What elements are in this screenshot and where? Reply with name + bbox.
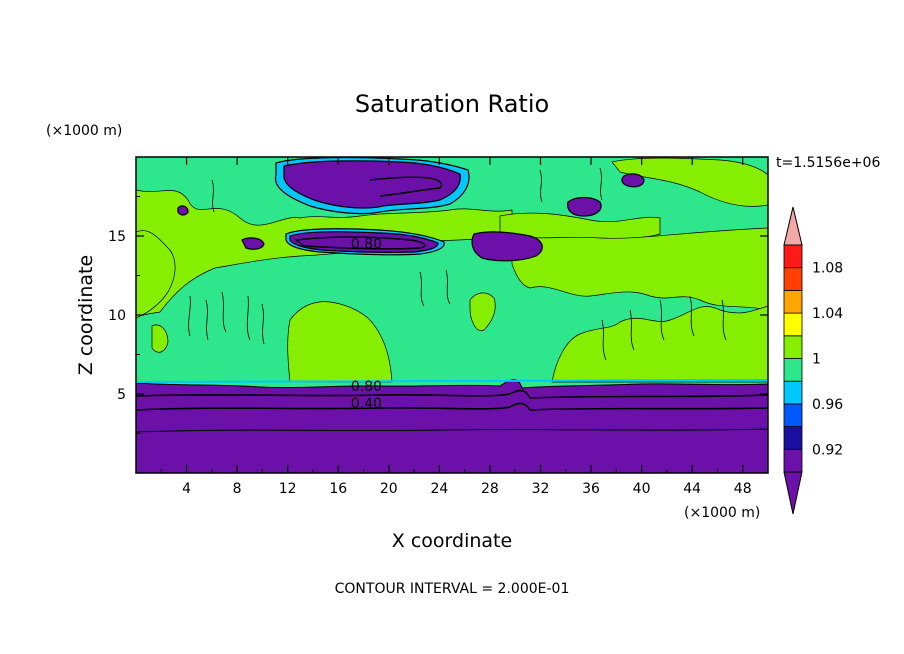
colorbar-bin xyxy=(783,380,803,405)
contour-label: 0.80 xyxy=(351,379,382,395)
contour-interval-footer: CONTOUR INTERVAL = 2.000E-01 xyxy=(335,581,570,597)
x-axis-ticks: 4 8 12 16 20 24 28 32 36 40 44 48 xyxy=(160,157,752,497)
colorbar-label: 1 xyxy=(812,352,821,368)
x-tick-label: 48 xyxy=(734,481,752,497)
y-units-label: (×1000 m) xyxy=(46,123,122,139)
x-tick-label: 40 xyxy=(633,481,651,497)
y-tick-label: 15 xyxy=(108,229,126,245)
contour-upper-line xyxy=(369,176,443,197)
colorbar-bin xyxy=(783,267,803,291)
colorbar-bin xyxy=(783,358,803,382)
x-tick-label: 28 xyxy=(481,481,499,497)
colorbar: 0.92 0.96 1 1.04 1.08 xyxy=(783,206,843,515)
x-units-label: (×1000 m) xyxy=(684,505,760,521)
colorbar-bin xyxy=(783,426,803,450)
colorbar-bin xyxy=(783,289,803,314)
x-tick-label: 16 xyxy=(329,481,347,497)
x-tick-label: 20 xyxy=(380,481,398,497)
contour-0.20-lower xyxy=(136,428,768,433)
x-tick-label: 4 xyxy=(182,481,191,497)
colorbar-bin xyxy=(783,403,803,427)
contour-field xyxy=(136,157,768,473)
saturated-regions xyxy=(136,157,768,383)
x-axis-label: X coordinate xyxy=(392,530,512,552)
colorbar-label: 0.92 xyxy=(812,442,843,458)
contour-noise xyxy=(188,167,727,361)
x-tick-label: 24 xyxy=(430,481,448,497)
colorbar-bin xyxy=(783,312,803,337)
contour-label: 0.80 xyxy=(351,237,382,253)
x-tick-label: 44 xyxy=(683,481,701,497)
x-tick-label: 12 xyxy=(279,481,297,497)
y-tick-label: 5 xyxy=(117,387,126,403)
colorbar-over-triangle xyxy=(783,206,803,246)
contour-labels: 0.800.800.40 xyxy=(351,237,382,413)
x-tick-label: 32 xyxy=(532,481,550,497)
y-axis-ticks: 5 10 15 xyxy=(108,196,768,434)
dry-layer xyxy=(136,379,768,473)
colorbar-label: 1.08 xyxy=(812,261,843,277)
time-label: t=1.5156e+06 xyxy=(776,155,880,171)
colorbar-label: 1.04 xyxy=(812,306,843,322)
contour-0.40-lower xyxy=(136,402,768,411)
colorbar-bin xyxy=(783,448,803,473)
x-tick-label: 36 xyxy=(582,481,600,497)
colorbar-label: 0.96 xyxy=(812,397,843,413)
contour-0.80-lower xyxy=(136,389,768,399)
y-tick-label: 10 xyxy=(108,308,126,324)
x-tick-label: 8 xyxy=(233,481,242,497)
contour-0.80-upper xyxy=(294,236,426,250)
blue-edge-dry-layer xyxy=(136,379,768,383)
y-axis-label: Z coordinate xyxy=(75,255,97,375)
colorbar-under-triangle xyxy=(783,471,803,515)
colorbar-bin xyxy=(783,244,803,269)
chart-title: Saturation Ratio xyxy=(355,90,549,118)
contour-label: 0.40 xyxy=(351,396,382,412)
colorbar-bin xyxy=(783,335,803,359)
